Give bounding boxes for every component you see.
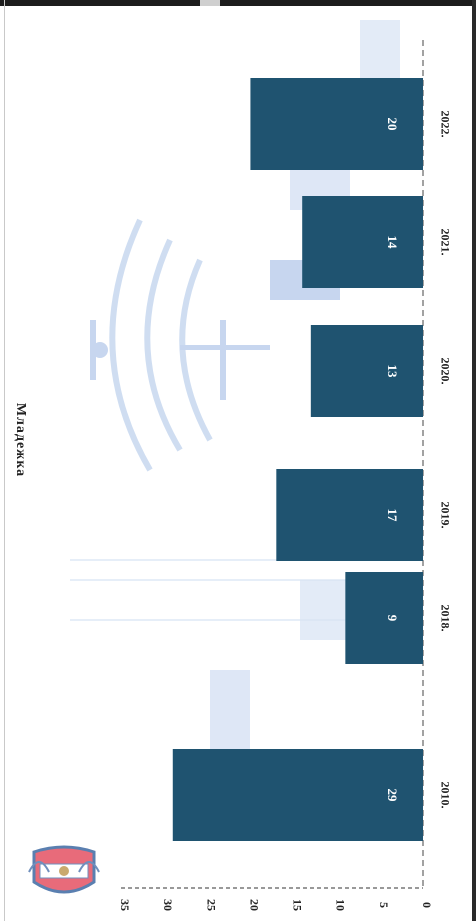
bar [310,325,423,417]
bar-value-label: 14 [385,236,400,250]
y-tick-label: 20 [247,899,261,911]
y-tick-label: 15 [291,899,305,911]
bar [276,469,423,561]
y-tick-label: 30 [161,899,175,911]
bar-value-label: 17 [385,509,400,523]
x-tick-label: 2019. [438,502,452,529]
y-tick-label: 10 [334,899,348,911]
bar-value-label: 20 [385,118,400,131]
bar [172,749,423,841]
bar [250,78,423,170]
y-tick-label: 0 [420,902,434,908]
bar-value-label: 9 [385,615,400,622]
crest-logo-icon [28,845,100,894]
y-tick-label: 25 [204,899,218,911]
x-tick-label: 2018. [438,605,452,632]
y-tick-label: 35 [118,899,132,911]
scan-edge-right [472,0,476,921]
x-tick-label: 2021. [438,229,452,256]
x-tick-label: 2010. [438,782,452,809]
y-tick-label: 5 [377,902,391,908]
bar [302,196,423,288]
scan-edge-gap [200,0,220,6]
x-tick-label: 2022. [438,111,452,138]
bar-value-label: 13 [385,365,400,379]
x-tick-label: 2020. [438,358,452,385]
page-margin-rule [4,0,5,921]
bar [345,572,423,664]
scan-edge-top [0,0,476,6]
bar-value-label: 29 [385,789,400,803]
